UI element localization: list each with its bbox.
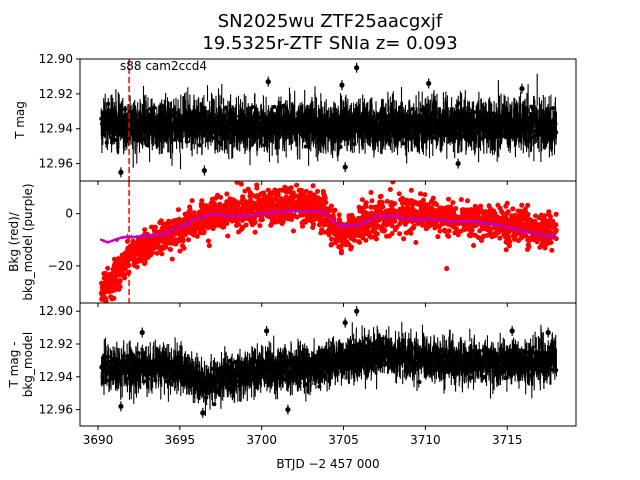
outlier-point: [545, 329, 551, 336]
x-tick-label: 3690: [83, 433, 114, 447]
title-line2: 19.5325r-ZTF SNIa z= 0.093: [202, 33, 457, 54]
x-axis-label: BTJD −2 457 000: [276, 457, 379, 471]
y-tick-label: 12.92: [39, 87, 73, 101]
y-axis-label-line: T mag: [13, 101, 27, 140]
outlier-point: [342, 320, 348, 326]
outlier-point: [354, 65, 360, 71]
data-points: [99, 101, 559, 149]
outlier-point: [509, 328, 515, 334]
outlier-point: [342, 164, 348, 170]
plot-area: [99, 306, 559, 418]
x-tick-label: 3700: [246, 433, 277, 447]
outlier-point: [354, 308, 360, 314]
outlier-point: [118, 169, 124, 175]
y-tick-label: 12.94: [39, 370, 73, 384]
outlier-point: [519, 86, 525, 92]
y-axis-label-line: bkg_model: [21, 332, 35, 398]
outlier-point: [139, 329, 145, 336]
outlier-point: [201, 167, 208, 174]
outlier-point: [118, 403, 124, 409]
bkg-outlier-point: [444, 265, 450, 272]
outlier-point: [426, 80, 432, 86]
y-tick-label: 12.96: [39, 157, 73, 171]
outlier-point: [265, 79, 271, 85]
y-tick-label: −20: [48, 259, 73, 273]
y-axis-label-line: Bkg (red)/: [7, 211, 21, 272]
plot-area: [99, 59, 559, 181]
data-points: [99, 336, 559, 407]
annotation: s88 cam2ccd4: [120, 59, 207, 73]
y-tick-label: 0: [65, 207, 73, 221]
outlier-point: [455, 160, 461, 167]
bkg-model-points: [100, 209, 557, 244]
panel-bottom: 12.90 12.92 12.94 12.96 3690 3695 3700 3705 3710…: [7, 302, 577, 447]
panel-top: 12.90 12.92 12.94 12.96 T mag: [13, 52, 577, 185]
y-tick-label: 12.96: [39, 403, 73, 417]
y-tick-label: 12.92: [39, 337, 73, 351]
plot-area: [98, 181, 559, 303]
x-tick-label: 3710: [410, 433, 441, 447]
outlier-point: [264, 328, 270, 334]
x-tick-label: 3705: [328, 433, 359, 447]
panel-middle: 0 −20 Bkg (red)/bkg_model (purple): [7, 180, 577, 307]
bkg-outlier-point: [254, 182, 260, 188]
outlier-point: [200, 410, 206, 416]
axes-frame: [79, 302, 577, 427]
y-axis-label-line: bkg_model (purple): [21, 183, 35, 300]
outlier-point: [339, 82, 345, 88]
y-tick-label: 12.90: [39, 52, 73, 66]
y-tick-label: 12.90: [39, 304, 73, 318]
x-tick-label: 3715: [492, 433, 523, 447]
y-axis-label-line: T mag -: [7, 342, 21, 389]
bkg-outlier-point: [234, 181, 240, 185]
bkg-points: [98, 181, 559, 303]
outlier-point: [285, 407, 291, 413]
x-tick-label: 3695: [165, 433, 196, 447]
title-line1: SN2025wu ZTF25aacgxjf: [218, 11, 443, 32]
y-tick-label: 12.94: [39, 122, 73, 136]
